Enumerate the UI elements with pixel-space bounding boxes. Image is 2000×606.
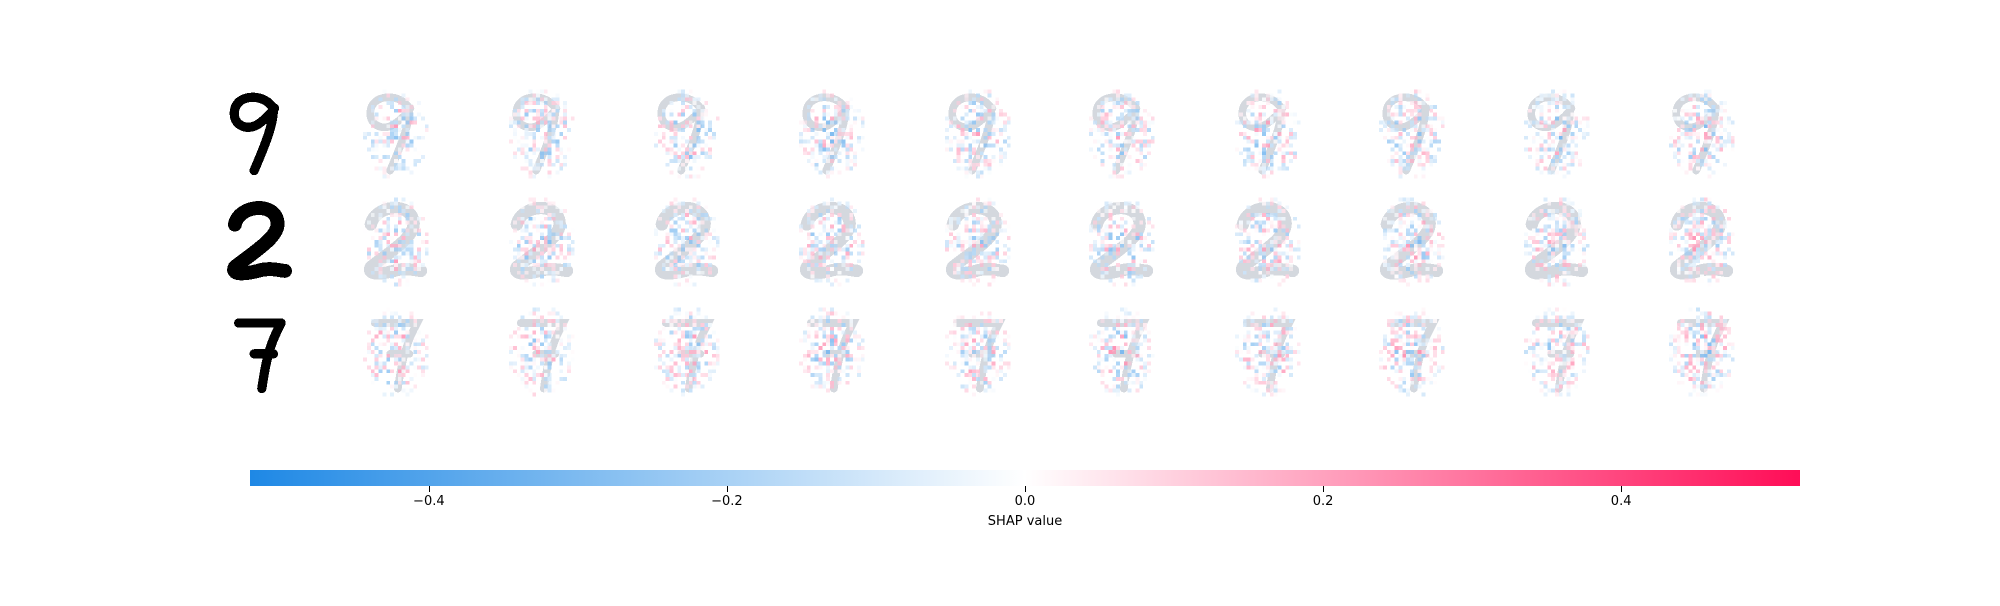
shap-panel-0-5 [922, 78, 1030, 186]
shap-panel-1-6 [1066, 186, 1174, 294]
colorbar-label: SHAP value [987, 514, 1063, 529]
shap-panel-2-2 [486, 296, 594, 404]
colorbar [250, 470, 1800, 486]
shap-panel-1-7 [1212, 186, 1320, 294]
colorbar-tick-label: 0.0 [1014, 494, 1036, 509]
shap-panel-1-10 [1646, 186, 1754, 294]
shap-panel-0-10 [1646, 78, 1754, 186]
colorbar-tick-label: −0.2 [711, 494, 743, 509]
digit-silhouette [948, 93, 997, 175]
digit-stroke [227, 201, 292, 281]
shap-panel-1-9 [1501, 186, 1609, 294]
colorbar-tick-label: −0.4 [413, 494, 445, 509]
shap-panel-2-8 [1356, 296, 1464, 404]
shap-panel-0-9 [1501, 78, 1609, 186]
colorbar-tick [1621, 486, 1623, 492]
digit-stroke [229, 92, 279, 176]
colorbar-tick [726, 486, 728, 492]
shap-panel-1-1 [340, 186, 448, 294]
shap-panel-1-4 [776, 186, 884, 294]
shap-panel-1-2 [486, 186, 594, 294]
shap-panel-1-5 [922, 186, 1030, 294]
shap-panel-2-4 [776, 296, 884, 404]
shap-panel-1-3 [631, 186, 739, 294]
colorbar-tick-label: 0.2 [1312, 494, 1334, 509]
shap-panel-0-1 [340, 78, 448, 186]
shap-panel-2-5 [922, 296, 1030, 404]
shap-panel-2-6 [1066, 296, 1174, 404]
input-image-digit-9 [204, 78, 312, 186]
input-image-digit-7 [204, 296, 312, 404]
shap-panel-2-3 [631, 296, 739, 404]
shap-panel-2-7 [1212, 296, 1320, 404]
colorbar-tick [428, 486, 430, 492]
image-grid [204, 78, 1754, 404]
shap-panel-2-1 [340, 296, 448, 404]
shap-panel-0-2 [486, 78, 594, 186]
shap-panel-0-6 [1066, 78, 1174, 186]
shap-panel-0-7 [1212, 78, 1320, 186]
colorbar-tick-label: 0.4 [1610, 494, 1632, 509]
shap-panel-2-9 [1501, 296, 1609, 404]
shap-panel-0-3 [631, 78, 739, 186]
input-image-digit-2 [204, 186, 312, 294]
colorbar-tick [1323, 486, 1325, 492]
colorbar-tick [1025, 486, 1026, 492]
shap-panel-0-8 [1356, 78, 1464, 186]
shap-panel-1-8 [1356, 186, 1464, 294]
digit-stroke [234, 318, 286, 394]
shap-panel-2-10 [1646, 296, 1754, 404]
shap-panel-0-4 [776, 78, 884, 186]
